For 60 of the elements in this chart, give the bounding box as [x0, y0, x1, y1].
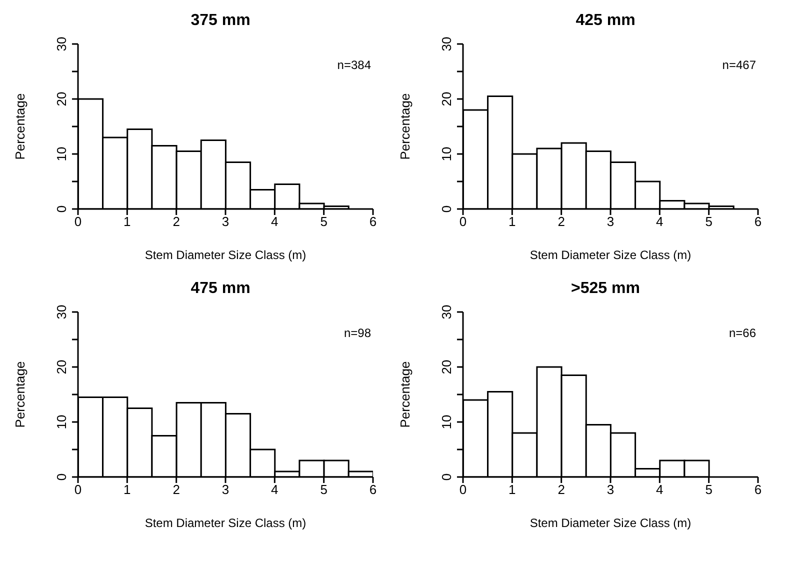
x-tick-label: 6 — [754, 482, 762, 498]
x-tick-label: 4 — [271, 214, 278, 230]
y-tick-label: 20 — [54, 92, 69, 106]
y-tick-label: 10 — [439, 414, 454, 430]
x-tick-label: 5 — [705, 214, 712, 230]
x-tick-label: 3 — [606, 214, 614, 230]
x-tick-label: 0 — [74, 214, 82, 230]
x-axis-title: Stem Diameter Size Class (m) — [144, 248, 306, 262]
annotation: n=467 — [722, 58, 756, 72]
y-tick-label: 30 — [439, 304, 454, 320]
annotation: n=384 — [337, 58, 371, 72]
x-tick-label: 4 — [656, 214, 664, 230]
x-tick-label: 0 — [459, 482, 467, 498]
y-tick-label: 30 — [439, 36, 454, 52]
x-tick-label: 1 — [124, 214, 131, 230]
chart-title: 475 mm — [190, 279, 252, 299]
annotation: n=98 — [344, 326, 371, 340]
x-tick-label: 4 — [271, 482, 278, 498]
annotation: n=66 — [728, 326, 756, 340]
chart-title: 425 mm — [574, 11, 636, 31]
x-tick-label: 1 — [124, 482, 131, 498]
y-tick-label: 0 — [439, 205, 454, 213]
y-tick-label: 10 — [54, 414, 69, 430]
x-axis-title: Stem Diameter Size Class (m) — [530, 516, 692, 530]
y-tick-label: 20 — [54, 360, 69, 374]
y-tick-label: 30 — [54, 36, 69, 52]
x-tick-label: 2 — [172, 214, 180, 230]
x-tick-label: 1 — [508, 482, 516, 498]
y-tick-label: 0 — [54, 205, 69, 213]
x-tick-label: 2 — [172, 482, 180, 498]
x-tick-label: 5 — [705, 482, 712, 498]
y-axis-title: Percentage — [12, 361, 28, 428]
x-tick-label: 5 — [320, 214, 328, 230]
x-tick-label: 3 — [222, 214, 230, 230]
x-tick-label: 6 — [754, 214, 762, 230]
y-axis-title: Percentage — [12, 93, 28, 160]
y-axis-title: Percentage — [398, 93, 413, 160]
y-tick-label: 0 — [439, 473, 454, 481]
y-tick-label: 10 — [439, 146, 454, 162]
x-tick-label: 3 — [222, 482, 230, 498]
y-tick-label: 0 — [54, 473, 69, 481]
x-tick-label: 1 — [508, 214, 516, 230]
x-tick-label: 3 — [606, 482, 614, 498]
x-tick-label: 0 — [459, 214, 467, 230]
x-tick-label: 0 — [74, 482, 82, 498]
x-tick-label: 2 — [558, 482, 565, 498]
x-axis-title: Stem Diameter Size Class (m) — [530, 248, 692, 262]
x-tick-label: 4 — [656, 482, 664, 498]
y-tick-label: 20 — [439, 360, 454, 374]
y-tick-label: 30 — [54, 304, 69, 320]
x-tick-label: 6 — [369, 482, 377, 498]
chart-title: 375 mm — [190, 11, 252, 31]
x-tick-label: 2 — [558, 214, 565, 230]
x-tick-label: 6 — [369, 214, 377, 230]
y-axis-title: Percentage — [398, 361, 413, 428]
y-tick-label: 20 — [439, 92, 454, 106]
x-tick-label: 5 — [320, 482, 328, 498]
chart-title: >525 mm — [570, 279, 641, 299]
x-axis-title: Stem Diameter Size Class (m) — [144, 516, 306, 530]
y-tick-label: 10 — [54, 146, 69, 162]
